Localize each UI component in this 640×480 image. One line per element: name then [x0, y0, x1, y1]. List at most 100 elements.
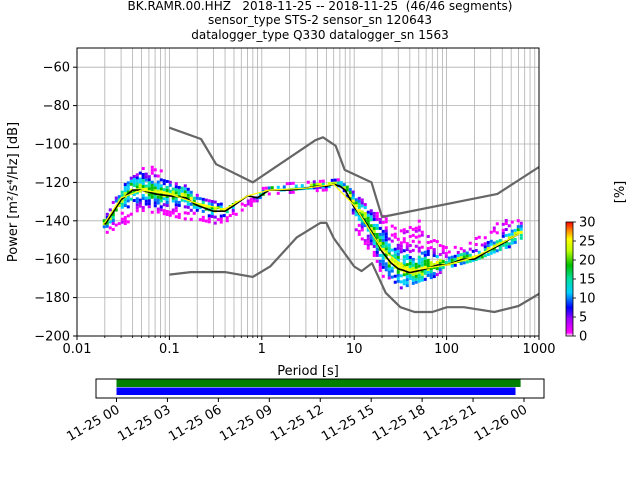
- heatmap-cell: [363, 224, 367, 228]
- heatmap-cell: [405, 254, 409, 258]
- heatmap-cell: [510, 232, 514, 236]
- heatmap-cell: [372, 211, 376, 215]
- heatmap-cell: [468, 241, 472, 245]
- heatmap-cell: [465, 254, 469, 258]
- heatmap-cell: [159, 205, 163, 209]
- heatmap-cell: [408, 234, 412, 238]
- heatmap-cell: [423, 256, 427, 260]
- heatmap-cell: [114, 196, 118, 200]
- heatmap-cell: [213, 221, 217, 225]
- y-tick-label: −60: [43, 61, 70, 76]
- heatmap-cell: [162, 188, 166, 192]
- heatmap-cell: [510, 229, 514, 233]
- heatmap-cell: [246, 202, 250, 206]
- heatmap-cell: [120, 190, 124, 194]
- heatmap-cell: [495, 249, 499, 253]
- heatmap-cell: [138, 201, 142, 205]
- heatmap-cell: [486, 253, 490, 257]
- heatmap-cell: [393, 232, 397, 236]
- heatmap-cell: [420, 260, 424, 264]
- heatmap-cell: [402, 249, 406, 253]
- heatmap-cell: [363, 206, 367, 210]
- heatmap-cell: [426, 246, 430, 250]
- heatmap-cell: [381, 220, 385, 224]
- heatmap-cell: [351, 199, 355, 203]
- heatmap-cell: [165, 203, 169, 207]
- heatmap-cell: [384, 217, 388, 221]
- heatmap-cell: [438, 271, 442, 275]
- heatmap-cell: [411, 257, 415, 261]
- timeline-tick-label: 11-25 18: [370, 402, 428, 444]
- axes: 0.01 0.1 1 10 100 1000 −60 −80 −100 −120 −140 −160 −…: [34, 61, 555, 379]
- heatmap-cell: [171, 187, 175, 191]
- heatmap-cell: [156, 180, 160, 184]
- heatmap-cell: [411, 272, 415, 276]
- heatmap-cell: [414, 280, 418, 284]
- heatmap-cell: [102, 219, 106, 223]
- heatmap-cell: [246, 199, 250, 203]
- heatmap-cell: [390, 266, 394, 270]
- heatmap-cell: [390, 239, 394, 243]
- y-tick-label: −180: [34, 291, 70, 306]
- heatmap-cell: [519, 236, 523, 240]
- heatmap-cell: [198, 218, 202, 222]
- colorbar-label: [%]: [613, 181, 628, 204]
- heatmap-cell: [387, 270, 391, 274]
- heatmap-cell: [420, 275, 424, 279]
- x-tick-label: 0.1: [159, 342, 180, 357]
- heatmap-cell: [423, 253, 427, 257]
- heatmap-cell: [396, 249, 400, 253]
- heatmap-cell: [426, 240, 430, 244]
- heatmap-cell: [372, 250, 376, 254]
- heatmap-cell: [456, 250, 460, 254]
- heatmap-cell: [357, 229, 361, 233]
- heatmap-cell: [114, 199, 118, 203]
- heatmap-cell: [360, 204, 364, 208]
- heatmap-cell: [147, 184, 151, 188]
- heatmap-cell: [516, 231, 520, 235]
- heatmap-cell: [381, 265, 385, 269]
- heatmap-cell: [210, 211, 214, 215]
- heatmap-cell: [312, 180, 316, 184]
- y-tick-label: −80: [43, 99, 70, 114]
- timeline-tick-label: 11-25 03: [115, 402, 173, 444]
- heatmap-cell: [387, 273, 391, 277]
- heatmap-cell: [156, 186, 160, 190]
- heatmap-cell: [174, 206, 178, 210]
- heatmap-cell: [396, 237, 400, 241]
- heatmap-cell: [402, 270, 406, 274]
- heatmap-cell: [126, 187, 130, 191]
- heatmap-cell: [159, 187, 163, 191]
- heatmap-cell: [195, 193, 199, 197]
- heatmap-cell: [144, 187, 148, 191]
- heatmap-cell: [453, 254, 457, 258]
- heatmap-cell: [147, 181, 151, 185]
- heatmap-cell: [123, 201, 127, 205]
- heatmap-cell: [351, 193, 355, 197]
- heatmap-cell: [384, 268, 388, 272]
- heatmap-cell: [105, 224, 109, 228]
- heatmap-cell: [186, 190, 190, 194]
- heatmap-cell: [504, 243, 508, 247]
- heatmap-cell: [378, 253, 382, 257]
- heatmap-cell: [423, 259, 427, 263]
- heatmap-cell: [150, 192, 154, 196]
- heatmap-cell: [165, 197, 169, 201]
- heatmap-cell: [492, 226, 496, 230]
- heatmap-cell: [519, 230, 523, 234]
- colorbar-tick-label: 5: [579, 311, 587, 326]
- heatmap-cell: [414, 226, 418, 230]
- heatmap-cell: [108, 220, 112, 224]
- heatmap-cell: [387, 264, 391, 268]
- heatmap-cell: [375, 244, 379, 248]
- heatmap-cell: [417, 270, 421, 274]
- heatmap-cell: [402, 282, 406, 286]
- heatmap-cell: [240, 208, 244, 212]
- heatmap-cell: [165, 209, 169, 213]
- heatmap-cell: [183, 199, 187, 203]
- heatmap-cell: [276, 185, 280, 189]
- heatmap-cell: [498, 248, 502, 252]
- heatmap-cell: [135, 176, 139, 180]
- heatmap-cell: [342, 186, 346, 190]
- heatmap-cell: [429, 246, 433, 250]
